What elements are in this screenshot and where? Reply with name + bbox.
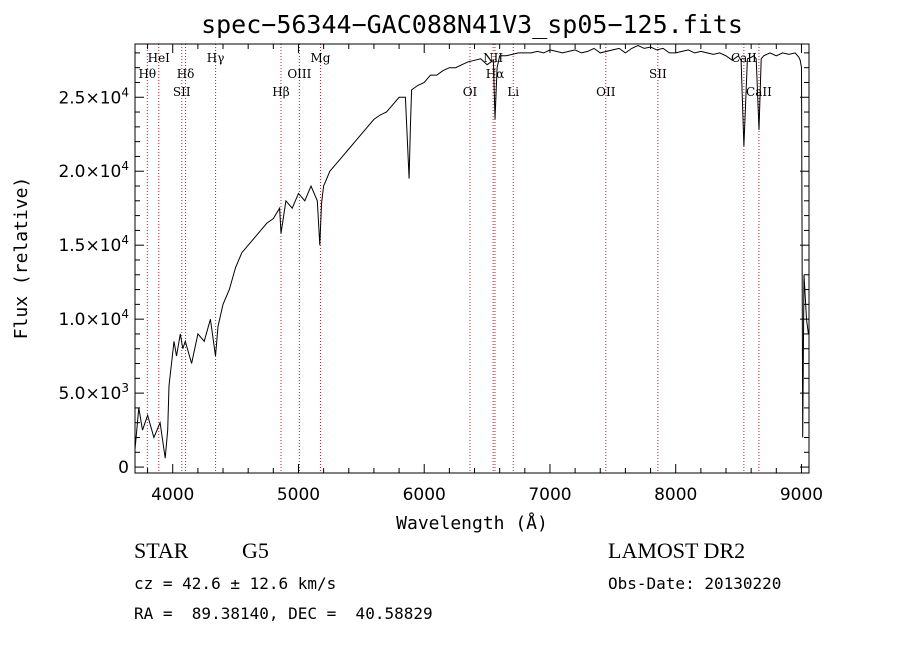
survey-name: LAMOST DR2: [608, 538, 746, 563]
object-class: STAR: [134, 538, 189, 563]
y-tick-labels: 0 5.0×103 1.0×104 1.5×104 2.0×104 2.5×104: [58, 85, 129, 478]
x-tick-label: 9000: [780, 485, 823, 505]
chart-title: spec−56344−GAC088N41V3_sp05−125.fits: [201, 10, 743, 39]
line-label: SII: [649, 67, 667, 81]
x-tick-label: 4000: [151, 485, 194, 505]
x-tick-label: 5000: [277, 485, 320, 505]
line-label: OIII: [287, 67, 311, 81]
line-label: Hδ: [177, 67, 195, 81]
line-label: Hθ: [138, 67, 156, 81]
redshift-info: cz = 42.6 ± 12.6 km/s: [134, 574, 337, 593]
plot-frame: [134, 43, 810, 474]
line-label: CaII: [731, 51, 757, 65]
line-label: Li: [507, 85, 519, 99]
line-label: OI: [463, 85, 478, 99]
subclass: G5: [242, 538, 269, 563]
y-axis-label: Flux (relative): [11, 177, 32, 340]
line-label: CaII: [746, 85, 772, 99]
axes: [134, 43, 810, 474]
line-label: SII: [173, 85, 191, 99]
x-tick-label: 7000: [528, 485, 571, 505]
obs-date: Obs-Date: 20130220: [608, 574, 782, 593]
y-tick-label: 5.0×103: [58, 381, 129, 404]
x-axis-label: Wavelength (Å): [396, 512, 548, 534]
line-label: OII: [596, 85, 616, 99]
line-label: Mg: [310, 51, 330, 65]
y-tick-label: 2.5×104: [58, 85, 129, 108]
line-markers: [146, 44, 760, 473]
series-line: [134, 44, 809, 459]
x-tick-label: 8000: [654, 485, 697, 505]
y-tick-label: 0: [118, 458, 129, 478]
line-label: Hα: [486, 67, 505, 81]
x-tick-labels: 4000 5000 6000 7000 8000 9000: [151, 485, 823, 505]
coordinates: RA = 89.38140, DEC = 40.58829: [134, 604, 433, 623]
y-tick-label: 1.5×104: [58, 233, 129, 256]
line-label: Hγ: [207, 51, 225, 65]
x-tick-label: 6000: [403, 485, 446, 505]
y-tick-label: 2.0×104: [58, 159, 129, 182]
line-label: HeI: [148, 51, 171, 65]
line-label: Hβ: [272, 85, 289, 99]
y-tick-label: 1.0×104: [58, 307, 129, 330]
